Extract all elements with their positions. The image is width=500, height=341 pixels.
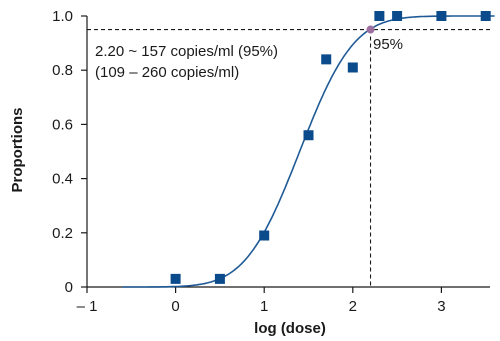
data-point-8 xyxy=(392,11,403,21)
data-point-10 xyxy=(480,11,491,21)
annotation-line-1: 2.20 ~ 157 copies/ml (95%) xyxy=(95,43,278,60)
y-tick-label-0-6: 0.6 xyxy=(52,116,73,133)
ticks: – 1 0 1 2 300.20.40.60.81.0 xyxy=(52,8,445,315)
crossing-95-marker xyxy=(366,25,375,34)
x-axis-label: log (dose) xyxy=(254,320,326,337)
data-point-1 xyxy=(170,273,181,284)
data-point-6 xyxy=(347,62,358,73)
data-point-9 xyxy=(436,11,447,21)
x-tick-label-2: 2 xyxy=(349,298,357,315)
y-tick-label-0-4: 0.4 xyxy=(52,171,73,188)
annotation-line-2: (109 – 260 copies/ml) xyxy=(95,64,239,81)
x-tick-label-0: 0 xyxy=(171,298,179,315)
x-tick-label-3: 3 xyxy=(437,298,445,315)
data-point-2 xyxy=(214,273,225,284)
x-tick-label-1: 1 xyxy=(260,298,268,315)
y-tick-label-0: 0 xyxy=(65,279,73,296)
data-point-7 xyxy=(374,11,385,21)
y-tick-label-1: 1.0 xyxy=(52,8,73,25)
data-point-5 xyxy=(321,54,332,65)
y-axis-label: Proportions xyxy=(9,108,26,193)
reference-lines xyxy=(87,28,490,287)
data-point-4 xyxy=(303,130,314,141)
data-point-3 xyxy=(259,230,270,241)
fitted-curve xyxy=(122,15,495,288)
y-tick-label-0-8: 0.8 xyxy=(52,62,73,79)
data-points xyxy=(170,11,491,284)
y-tick-label-0-2: 0.2 xyxy=(52,225,73,242)
reference-95-label: 95% xyxy=(373,36,403,53)
x-tick-label-1: – 1 xyxy=(77,298,98,315)
